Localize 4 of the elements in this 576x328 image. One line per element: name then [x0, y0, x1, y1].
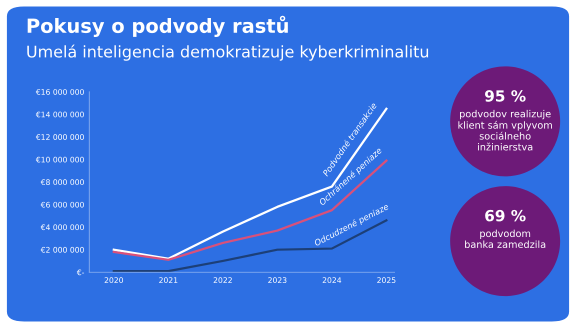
text: 95 % podvodov realizuje klient sám vplyvom sociálneho inžinierstva	[458, 90, 552, 151]
text: 69 % podvodom banka zamedzila	[465, 210, 546, 248]
chart-subtitle: Umelá inteligencia demokratizuje kyberkriminalitu	[27, 44, 428, 61]
chart-title: Pokusy o podvody rastů	[28, 16, 288, 37]
